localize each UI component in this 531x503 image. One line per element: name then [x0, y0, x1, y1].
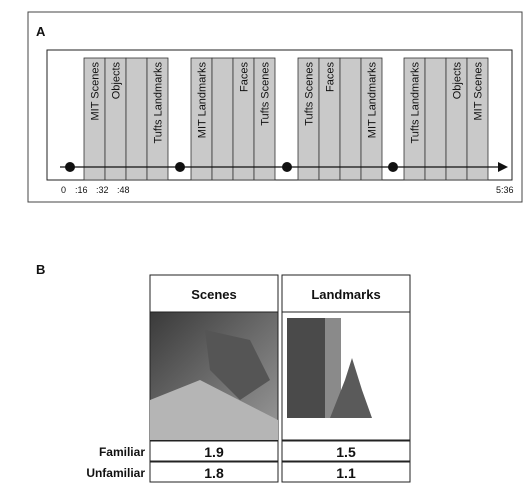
- block-label: MIT Landmarks: [197, 62, 209, 139]
- block: [424, 57, 447, 181]
- block-label: Objects: [111, 62, 123, 100]
- church: [330, 358, 372, 418]
- block-label: Faces: [239, 62, 251, 92]
- block-label: Tufts Landmarks: [410, 62, 422, 144]
- tower-side: [325, 318, 341, 418]
- block-label: Tufts Scenes: [260, 62, 272, 126]
- column-header: Scenes: [191, 287, 237, 302]
- block: [360, 57, 383, 181]
- block: [339, 57, 362, 181]
- cell-value: 1.8: [204, 465, 224, 481]
- block: [466, 57, 489, 181]
- value-cell: [281, 461, 411, 483]
- value-cell: [281, 440, 411, 462]
- panel-label: A: [36, 24, 46, 39]
- header-cell: [281, 274, 411, 313]
- block-label: MIT Scenes: [90, 62, 102, 121]
- value-cell: [149, 440, 279, 462]
- cell-value: 1.9: [204, 444, 224, 460]
- column-header: Landmarks: [311, 287, 380, 302]
- block-label: Tufts Scenes: [304, 62, 316, 126]
- scene-foliage: [205, 330, 270, 400]
- block: [146, 57, 169, 181]
- cell-value: 1.1: [336, 465, 356, 481]
- timeline-frame: [46, 49, 513, 181]
- block: [211, 57, 234, 181]
- blocks: MIT Scenes Objects Tufts Landmarks MIT Land…: [65, 57, 489, 181]
- panel-a-frame: [27, 11, 523, 203]
- cell-value: 1.5: [336, 444, 356, 460]
- time-label: :16: [75, 185, 88, 195]
- scene-path: [150, 380, 278, 440]
- table: Scenes Landmarks: [149, 274, 411, 441]
- end-time: 5:36: [496, 185, 514, 195]
- row-header: Unfamiliar: [86, 466, 145, 480]
- block-label: Tufts Landmarks: [153, 62, 165, 144]
- block-label: Objects: [452, 62, 464, 100]
- row-header: Familiar: [99, 445, 145, 459]
- block-label: MIT Landmarks: [367, 62, 379, 139]
- block-label: Faces: [325, 62, 337, 92]
- time-label: :48: [117, 185, 130, 195]
- block: [125, 57, 148, 181]
- rows: Familiar 1.9 1.5 Unfamiliar 1.8 1.1: [86, 440, 411, 483]
- block-label: MIT Scenes: [473, 62, 485, 121]
- time-label: :32: [96, 185, 109, 195]
- block: [253, 57, 276, 181]
- tower: [287, 318, 325, 418]
- value-cell: [149, 461, 279, 483]
- arrow-head: [498, 162, 508, 172]
- panel-label: B: [36, 262, 45, 277]
- time-label: 0: [61, 185, 66, 195]
